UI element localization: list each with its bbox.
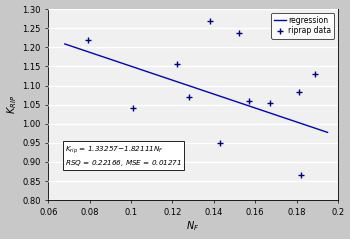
riprap data [296, 91, 301, 94]
riprap data [218, 141, 222, 144]
Line: riprap data: riprap data [84, 17, 318, 179]
riprap data [237, 31, 241, 34]
X-axis label: $N_F$: $N_F$ [187, 220, 200, 234]
Y-axis label: $K_{RIP}$: $K_{RIP}$ [6, 95, 19, 114]
riprap data [208, 19, 212, 22]
riprap data [267, 101, 272, 104]
riprap data [247, 99, 251, 102]
Text: $K_{rip}$ = 1.33257−1.82111$N_F$
$RSQ$ = 0.22166, $MSE$ = 0.01271: $K_{rip}$ = 1.33257−1.82111$N_F$ $RSQ$ =… [65, 145, 182, 168]
riprap data [299, 174, 303, 177]
riprap data [174, 63, 179, 66]
riprap data [187, 96, 191, 98]
riprap data [313, 73, 317, 76]
riprap data [131, 107, 135, 110]
Legend: regression, riprap data: regression, riprap data [271, 13, 334, 38]
riprap data [85, 38, 90, 41]
